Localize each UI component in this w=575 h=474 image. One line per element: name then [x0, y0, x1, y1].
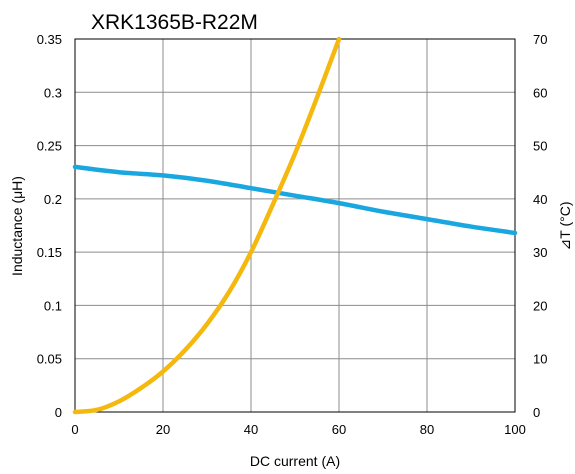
inductance-line [72, 164, 518, 236]
right-tick-label: 70 [533, 32, 547, 47]
left-tick-label: 0.35 [37, 32, 62, 47]
x-tick-label: 40 [244, 422, 258, 437]
right-tick-label: 50 [533, 139, 547, 154]
x-tick-label: 80 [420, 422, 434, 437]
x-tick-label: 20 [156, 422, 170, 437]
right-axis-title: ⊿T (°C) [557, 202, 573, 251]
plot-frame [74, 38, 516, 413]
right-axis-ticks: 0 10 20 30 40 50 60 70 [533, 32, 547, 420]
series-layer [72, 36, 518, 415]
left-tick-label: 0.15 [37, 245, 62, 260]
left-tick-label: 0 [55, 405, 62, 420]
x-tick-label: 0 [71, 422, 78, 437]
left-tick-label: 0.25 [37, 139, 62, 154]
x-axis-title: DC current (A) [250, 453, 340, 469]
right-tick-label: 10 [533, 352, 547, 367]
left-tick-label: 0.05 [37, 352, 62, 367]
right-tick-label: 30 [533, 245, 547, 260]
right-tick-label: 60 [533, 85, 547, 100]
right-tick-label: 40 [533, 192, 547, 207]
left-axis-title: Inductance (μH) [9, 176, 25, 276]
left-tick-label: 0.3 [44, 85, 62, 100]
temperature-rise-line [72, 36, 342, 415]
left-tick-label: 0.1 [44, 298, 62, 313]
grid [74, 38, 516, 413]
x-axis-ticks: 0 20 40 60 80 100 [71, 422, 525, 437]
chart-title: XRK1365B-R22M [91, 11, 258, 34]
right-tick-label: 20 [533, 298, 547, 313]
x-tick-label: 100 [504, 422, 526, 437]
left-tick-label: 0.2 [44, 192, 62, 207]
left-axis-ticks: 0 0.05 0.1 0.15 0.2 0.25 0.3 0.35 [37, 32, 62, 420]
right-tick-label: 0 [533, 405, 540, 420]
x-tick-label: 60 [332, 422, 346, 437]
